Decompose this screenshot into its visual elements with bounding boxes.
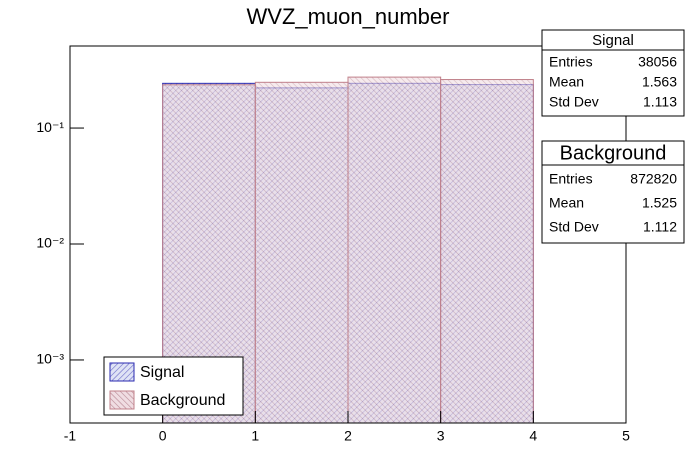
legend-label: Background <box>140 392 225 409</box>
stats-label: Std Dev <box>549 219 599 235</box>
stats-title: Signal <box>592 32 634 49</box>
stats-label: Mean <box>549 195 584 211</box>
histogram-bar <box>347 76 442 424</box>
stats-box <box>541 140 685 244</box>
legend-swatch <box>109 390 135 410</box>
x-tick-label: 4 <box>529 428 537 444</box>
y-tick-label: 10⁻² <box>36 235 64 251</box>
stats-label: Entries <box>549 171 593 187</box>
stats-value: 872820 <box>630 171 677 187</box>
stats-label: Std Dev <box>549 94 599 110</box>
y-tick-label: 10⁻³ <box>36 351 64 367</box>
stats-label: Mean <box>549 74 584 90</box>
stats-value: 1.112 <box>643 219 677 235</box>
stats-value: 38056 <box>638 54 677 70</box>
stats-value: 1.563 <box>642 74 677 90</box>
chart-title: WVZ_muon_number <box>247 4 450 29</box>
histogram-bar <box>440 79 534 424</box>
stats-value: 1.113 <box>643 94 677 110</box>
x-tick-label: -1 <box>64 428 77 444</box>
x-tick-label: 1 <box>251 428 259 444</box>
stats-label: Entries <box>549 54 593 70</box>
histogram-bar <box>254 81 349 424</box>
stats-box <box>541 29 685 117</box>
y-tick-label: 10⁻¹ <box>36 119 64 135</box>
legend-swatch <box>109 362 135 382</box>
legend-label: Signal <box>140 364 184 381</box>
stats-value: 1.525 <box>642 195 677 211</box>
x-tick-label: 2 <box>344 428 352 444</box>
x-tick-label: 5 <box>622 428 630 444</box>
x-tick-label: 3 <box>437 428 445 444</box>
stats-title: Background <box>560 142 667 164</box>
x-tick-label: 0 <box>159 428 167 444</box>
